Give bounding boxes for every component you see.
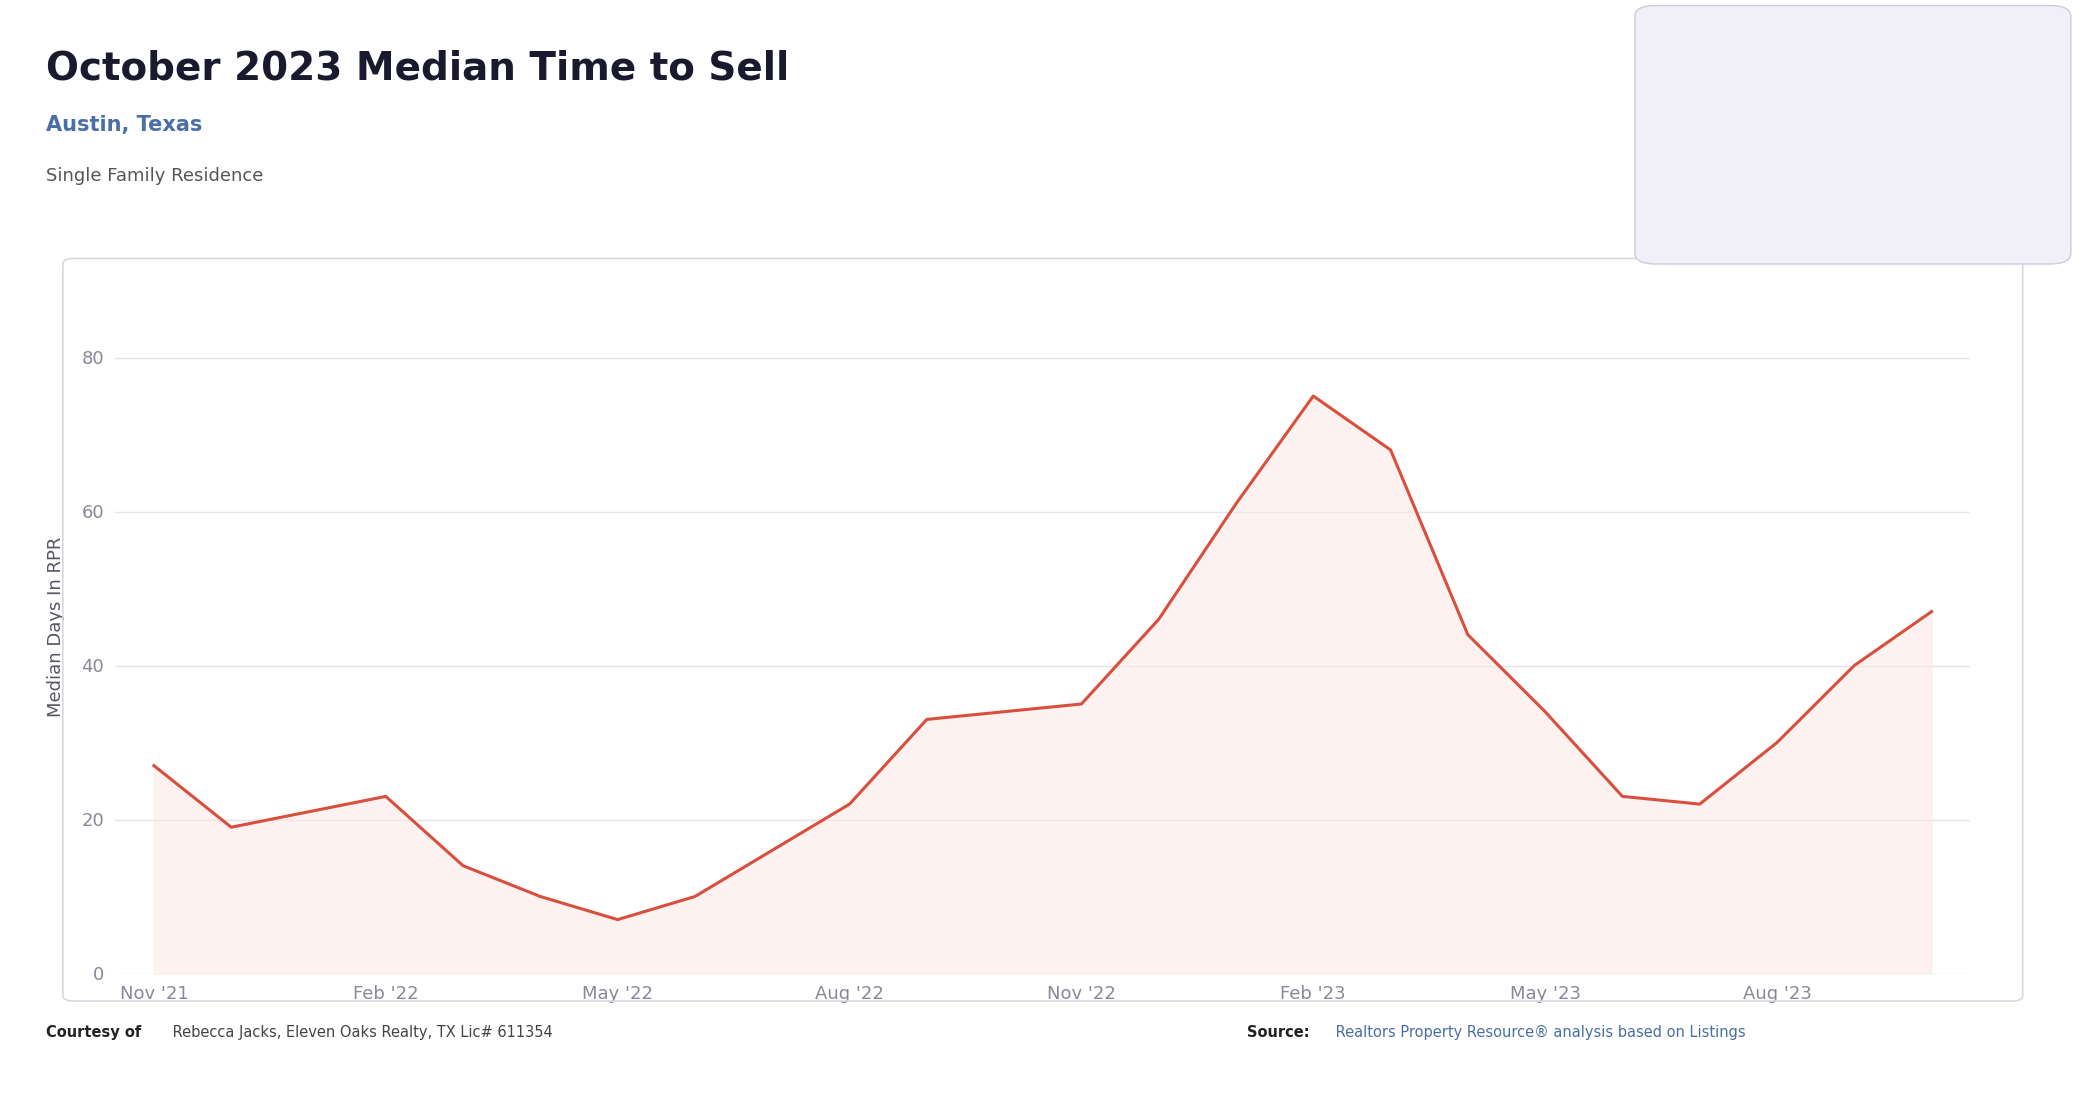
Text: October 2023 Median Time to Sell: October 2023 Median Time to Sell bbox=[46, 50, 790, 88]
Text: Source:: Source: bbox=[1247, 1025, 1310, 1041]
Text: Single Family Residence: Single Family Residence bbox=[46, 167, 264, 185]
Text: Realtors Property Resource® analysis based on Listings: Realtors Property Resource® analysis bas… bbox=[1331, 1025, 1746, 1041]
Text: Rebecca Jacks, Eleven Oaks Realty, TX Lic# 611354: Rebecca Jacks, Eleven Oaks Realty, TX Li… bbox=[168, 1025, 553, 1041]
Text: Austin, Texas: Austin, Texas bbox=[46, 116, 203, 135]
Text: 47: 47 bbox=[1681, 99, 1759, 153]
Text: Median Days in RPR: Median Days in RPR bbox=[1681, 36, 1861, 52]
Text: Courtesy of: Courtesy of bbox=[46, 1025, 140, 1041]
Y-axis label: Median Days In RPR: Median Days In RPR bbox=[46, 537, 65, 717]
Text: ↑ 17.5% Month over Month: ↑ 17.5% Month over Month bbox=[1681, 220, 1903, 235]
